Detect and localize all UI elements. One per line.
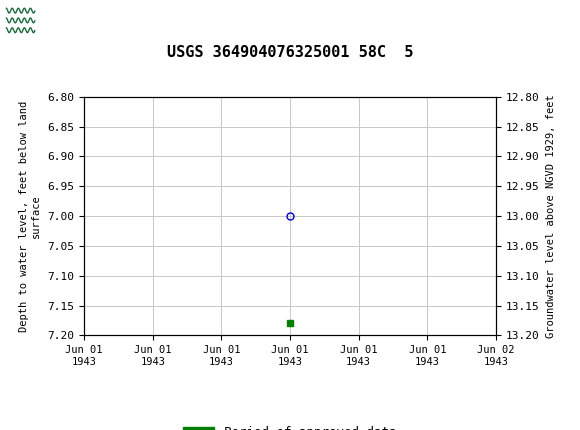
Text: USGS: USGS [44,11,103,30]
Y-axis label: Depth to water level, feet below land
surface: Depth to water level, feet below land su… [19,101,41,332]
Legend: Period of approved data: Period of approved data [178,421,402,430]
Bar [5,4,37,37]
Y-axis label: Groundwater level above NGVD 1929, feet: Groundwater level above NGVD 1929, feet [546,94,556,338]
Text: USGS 364904076325001 58C  5: USGS 364904076325001 58C 5 [167,45,413,60]
